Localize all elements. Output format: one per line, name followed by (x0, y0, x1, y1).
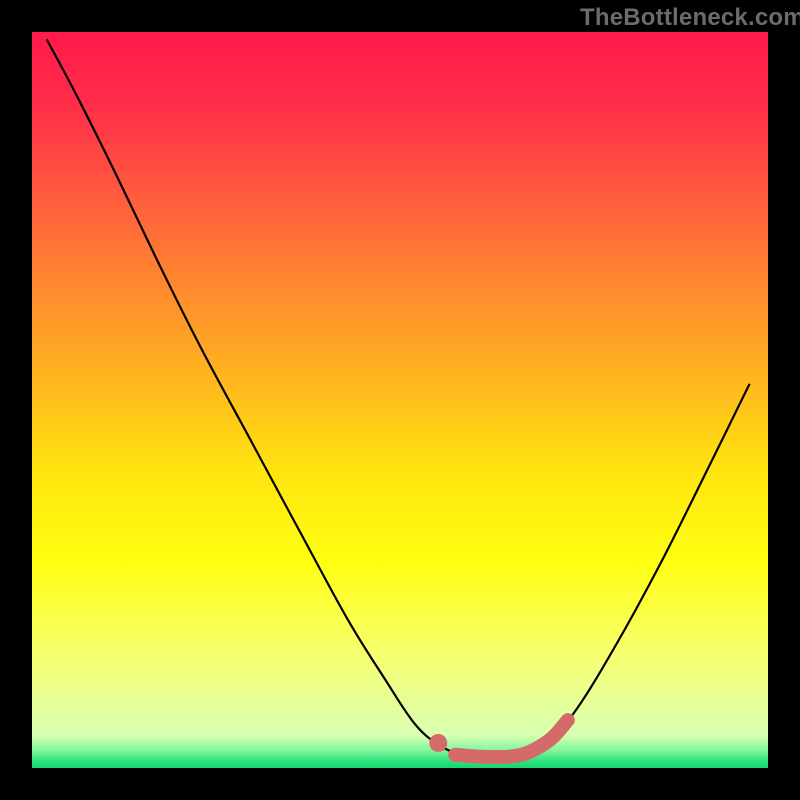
plot-background (32, 32, 768, 768)
bottleneck-chart (0, 0, 800, 800)
frame-border (0, 0, 32, 800)
optimal-point-dot (429, 734, 447, 752)
frame-border (0, 768, 800, 800)
watermark-text: TheBottleneck.com (580, 4, 800, 32)
frame-border (768, 0, 800, 800)
